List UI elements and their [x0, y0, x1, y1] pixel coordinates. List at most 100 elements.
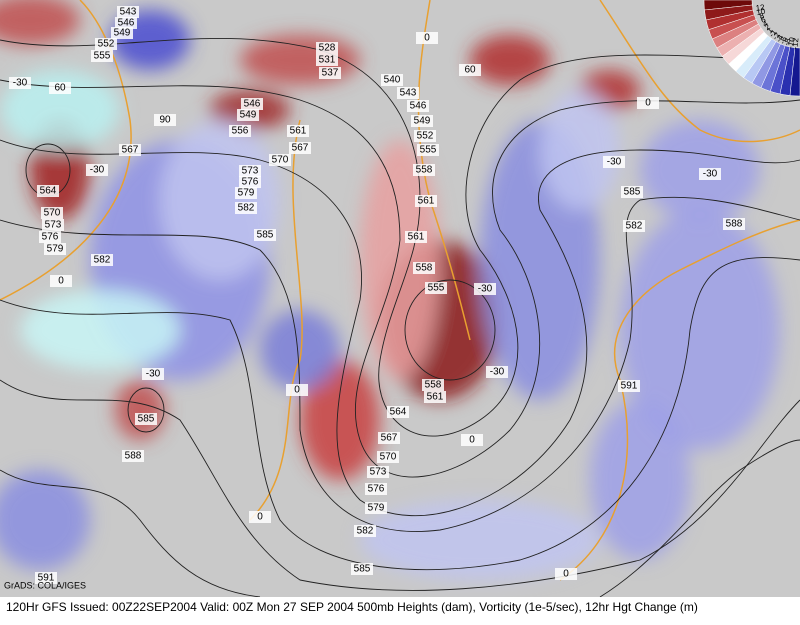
label-box	[9, 77, 31, 89]
colorbar-label: 2	[763, 22, 772, 32]
label-box	[39, 231, 61, 243]
label-box	[377, 451, 399, 463]
label-box	[289, 142, 311, 154]
contour-label: 546	[244, 99, 261, 110]
label-box	[417, 144, 439, 156]
contour-label: 570	[380, 452, 397, 463]
contour-label: 60	[464, 65, 476, 76]
label-box	[91, 254, 113, 266]
contour-label: 528	[319, 43, 336, 54]
contour-label: 579	[238, 188, 255, 199]
contour-label: 546	[410, 101, 427, 112]
label-box	[316, 42, 338, 54]
contour-label: -30	[90, 165, 105, 176]
contour-label: 567	[122, 145, 139, 156]
label-box	[461, 434, 483, 446]
vorticity-region	[0, 470, 90, 570]
contour-label: 0	[563, 569, 569, 580]
contour-label: 576	[242, 177, 259, 188]
label-box	[86, 164, 108, 176]
label-box	[381, 74, 403, 86]
label-box	[365, 483, 387, 495]
contour-label: 555	[428, 283, 445, 294]
label-box	[414, 130, 436, 142]
label-box	[413, 164, 435, 176]
height-change-contours	[0, 0, 800, 581]
label-box	[637, 97, 659, 109]
label-box	[287, 125, 309, 137]
contour-label: 531	[319, 55, 336, 66]
label-box	[411, 115, 433, 127]
vorticity-region	[540, 90, 620, 210]
vorticity-region	[300, 360, 380, 480]
contour-label: 549	[414, 116, 431, 127]
colorbar-label: -2	[770, 30, 782, 41]
label-box	[41, 207, 63, 219]
colorbar-label: 6	[759, 15, 767, 25]
colorbar-segment	[789, 47, 800, 97]
contour-label: 588	[726, 219, 743, 230]
vorticity-region	[160, 120, 280, 280]
vorticity-region	[590, 400, 690, 560]
label-box	[154, 114, 176, 126]
label-box	[49, 82, 71, 94]
label-box	[111, 27, 133, 39]
contour-label: 555	[420, 145, 437, 156]
contour-label: -30	[490, 367, 505, 378]
label-box	[319, 67, 341, 79]
contour-label: 564	[40, 186, 57, 197]
contour-label: 0	[469, 435, 475, 446]
label-box	[91, 50, 113, 62]
contour-label: 582	[238, 203, 255, 214]
contour-label: -30	[703, 169, 718, 180]
label-box	[416, 32, 438, 44]
contour-label: 537	[322, 68, 339, 79]
contour-label: 0	[645, 98, 651, 109]
contour-label: 582	[357, 526, 374, 537]
contour-label: 561	[290, 126, 307, 137]
label-box	[621, 186, 643, 198]
label-box	[50, 275, 72, 287]
label-box	[286, 384, 308, 396]
contour-label: 591	[38, 573, 55, 584]
contour-label: 567	[381, 433, 398, 444]
contour-label: 0	[58, 276, 64, 287]
contour-label: 543	[400, 88, 417, 99]
colorbar-label: 12	[755, 3, 765, 13]
label-box	[95, 38, 117, 50]
label-box	[135, 413, 157, 425]
contour-label: 555	[94, 51, 111, 62]
contour-label: 582	[94, 255, 111, 266]
label-box	[555, 568, 577, 580]
label-box	[249, 511, 271, 523]
contour-label: 561	[408, 232, 425, 243]
vorticity-region	[620, 210, 780, 450]
label-box	[42, 219, 64, 231]
label-box	[415, 195, 437, 207]
contour-label: 588	[125, 451, 142, 462]
label-box	[229, 125, 251, 137]
colorbar-label: -6	[778, 35, 789, 46]
label-box	[405, 231, 427, 243]
contour-label: -30	[607, 157, 622, 168]
label-box	[378, 432, 400, 444]
colorbar-label: -12	[790, 37, 800, 50]
label-box	[122, 450, 144, 462]
colorbar-label: 8	[758, 11, 766, 21]
contour-label: 585	[354, 564, 371, 575]
colorbar-label: -1	[767, 27, 779, 39]
label-box	[367, 466, 389, 478]
contour-label: 576	[42, 232, 59, 243]
contour-label: 90	[159, 115, 171, 126]
colorbar-label: 1	[765, 25, 775, 35]
label-box	[235, 202, 257, 214]
contour-label: 567	[292, 143, 309, 154]
contour-label: 585	[257, 230, 274, 241]
label-box	[603, 156, 625, 168]
contour-label: -30	[478, 284, 493, 295]
vorticity-region	[0, 70, 120, 150]
contour-label: -30	[146, 369, 161, 380]
label-box	[37, 185, 59, 197]
label-box	[142, 368, 164, 380]
